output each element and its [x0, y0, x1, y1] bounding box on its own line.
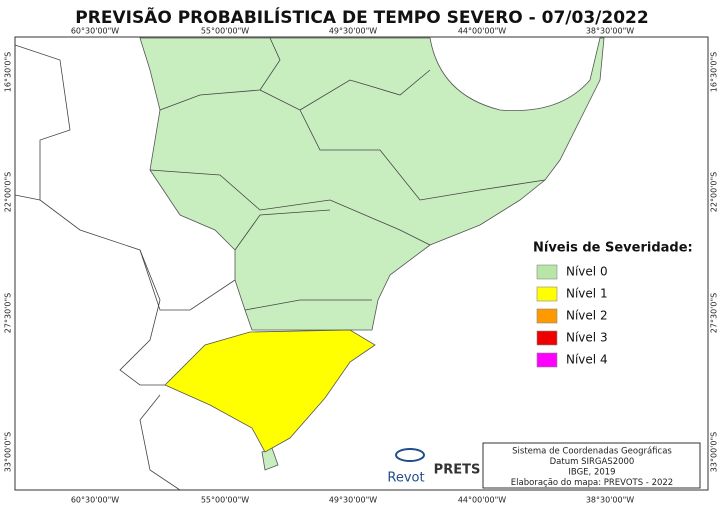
legend-label: Nível 0: [566, 265, 608, 279]
info-line: Sistema de Coordenadas Geográficas: [512, 447, 672, 457]
lon-label: 49°30'00"W: [329, 27, 377, 36]
lon-label: 44°00'00"W: [458, 496, 506, 505]
legend-swatch: [536, 286, 558, 302]
level1-region: [164, 329, 376, 453]
logo-icon: [395, 448, 425, 462]
lat-label: 27°30'0"S: [710, 293, 719, 333]
legend-label: Nível 3: [566, 331, 608, 345]
lat-label: 16°30'0"S: [710, 52, 719, 92]
legend-swatch: [536, 308, 558, 324]
info: Sistema de Coordenadas GeográficasDatum …: [511, 447, 673, 489]
title: PREVISÃO PROBABILÍSTICA DE TEMPO SEVERO …: [75, 5, 648, 28]
borders: [14, 37, 546, 491]
legend-label: Nível 4: [566, 353, 608, 367]
logo-revot: Revot: [387, 471, 424, 486]
level0-region: [139, 37, 605, 331]
info-line: Datum SIRGAS2000: [550, 457, 635, 467]
logo-prevots: PRETS: [434, 463, 481, 478]
lon-label: 49°30'00"W: [329, 496, 377, 505]
legend: Nível 0 Nível 1 Nível 2 Nível 3 Nível 4: [536, 264, 608, 368]
legend-swatch: [536, 330, 558, 346]
lat-label: 33°00'0"S: [4, 432, 13, 472]
lon-label: 55°00'00"W: [201, 27, 249, 36]
lon-label: 60°30'00"W: [71, 27, 119, 36]
lon-label: 38°30'00"W: [586, 496, 634, 505]
lat-label: 16°30'0"S: [4, 52, 13, 92]
legend-title: Níveis de Severidade:: [533, 241, 693, 256]
lon-label: 38°30'00"W: [586, 27, 634, 36]
lon-label: 44°00'00"W: [458, 27, 506, 36]
info-box: [482, 442, 701, 489]
lat-label: 33°00'0"S: [710, 432, 719, 472]
legend-label: Nível 2: [566, 309, 608, 323]
info-line: Elaboração do mapa: PREVOTS - 2022: [511, 478, 673, 488]
lat-label: 27°30'0"S: [4, 293, 13, 333]
lat-label: 22°00'0"S: [4, 172, 13, 212]
legend-label: Nível 1: [566, 287, 608, 301]
info-line: IBGE, 2019: [568, 468, 615, 478]
legend-swatch: [536, 264, 558, 280]
lon-label: 55°00'00"W: [201, 496, 249, 505]
legend-swatch: [536, 352, 558, 368]
lat-label: 22°00'0"S: [710, 172, 719, 212]
lon-label: 60°30'00"W: [71, 496, 119, 505]
